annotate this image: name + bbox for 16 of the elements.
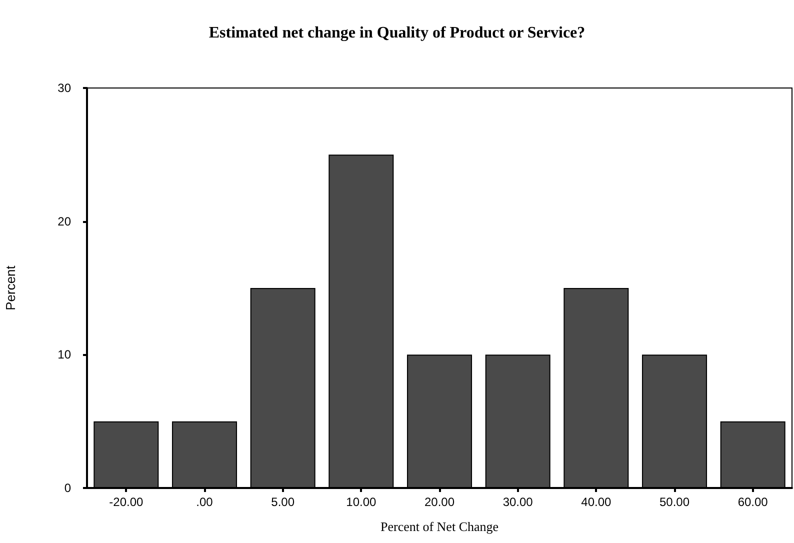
- x-tick-label: .00: [196, 495, 214, 509]
- y-tick-label: 30: [58, 81, 72, 95]
- x-tick-label: -20.00: [109, 495, 144, 509]
- y-tick-label: 10: [58, 348, 72, 362]
- y-tick-label: 0: [64, 481, 72, 495]
- x-tick-label: 20.00: [424, 495, 455, 509]
- x-tick-label: 40.00: [581, 495, 612, 509]
- x-axis-title: Percent of Net Change: [380, 519, 499, 534]
- x-tick-label: 60.00: [738, 495, 768, 509]
- y-tick-label: 20: [58, 214, 72, 228]
- x-tick-label: 5.00: [271, 495, 295, 509]
- y-axis-title: Percent: [3, 265, 18, 310]
- x-tick-label: 50.00: [659, 495, 690, 509]
- x-tick-label: 10.00: [346, 495, 377, 509]
- x-tick-label: 30.00: [502, 495, 534, 509]
- chart-title: Estimated net change in Quality of Product or Service?: [208, 24, 586, 42]
